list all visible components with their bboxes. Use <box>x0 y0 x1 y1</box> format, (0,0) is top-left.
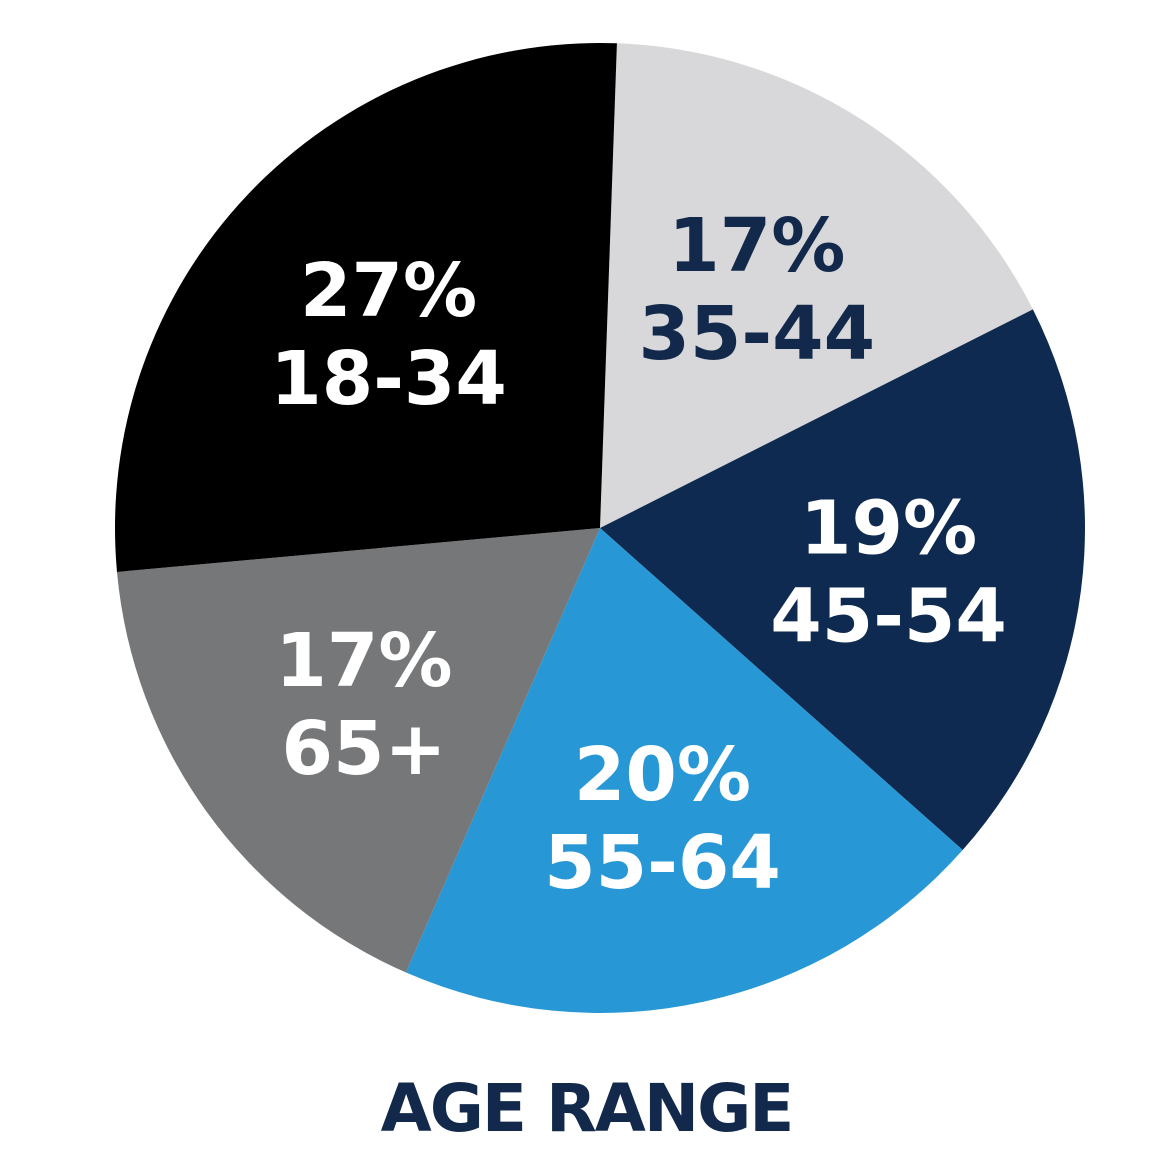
pie-slice-18-34 <box>114 43 617 572</box>
slice-percent-label: 19% <box>800 485 977 571</box>
slice-range-label: 18-34 <box>270 336 507 422</box>
slice-percent-label: 20% <box>574 732 751 818</box>
pie-slice-35-44 <box>600 43 1033 529</box>
slice-range-label: 35-44 <box>638 291 875 377</box>
slice-percent-label: 17% <box>275 618 452 704</box>
pie-slice-45-54 <box>600 309 1085 851</box>
slice-range-label: 55-64 <box>544 820 781 906</box>
pie-slice-65+ <box>116 528 600 973</box>
slice-percent-label: 17% <box>668 203 845 289</box>
slice-range-label: 45-54 <box>770 573 1007 659</box>
slice-range-label: 65+ <box>281 706 446 792</box>
chart-title: AGE RANGE <box>380 1070 795 1147</box>
pie-slice-55-64 <box>405 528 963 1013</box>
slice-percent-label: 27% <box>300 248 477 334</box>
